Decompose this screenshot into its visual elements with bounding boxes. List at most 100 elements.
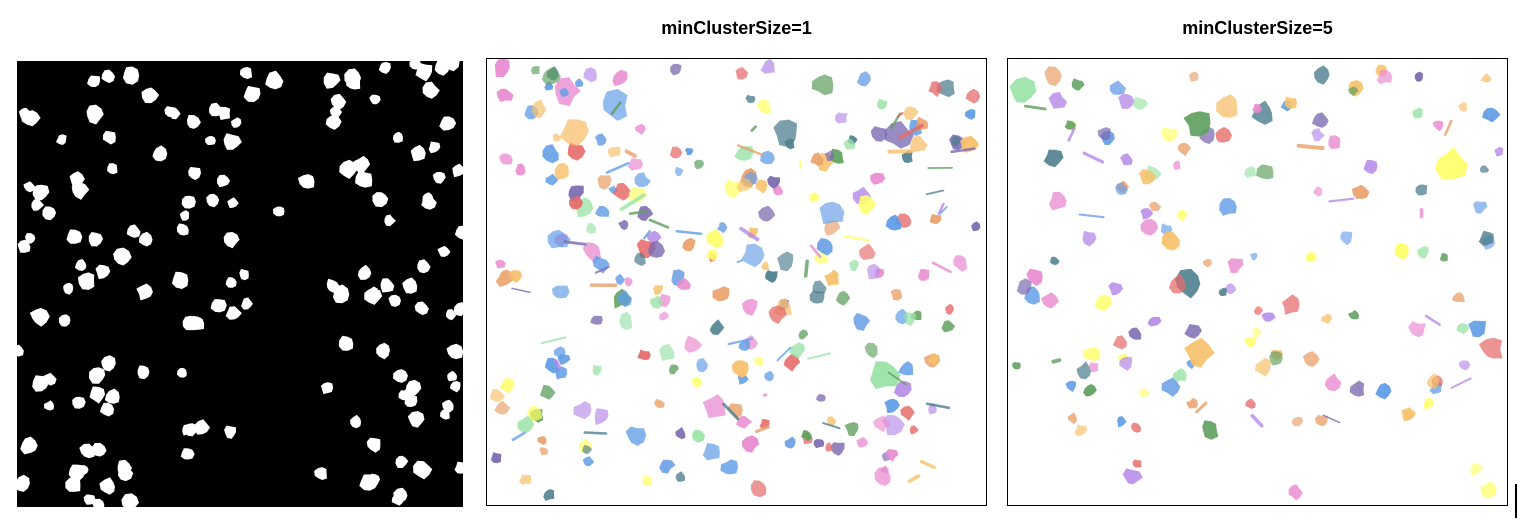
cluster-streak [727,337,753,346]
cluster-blob [928,81,942,98]
mask-blob [188,166,201,181]
cluster-streak [722,402,740,421]
cluster-blob [1269,351,1283,366]
cluster-blob [1494,146,1504,157]
mask-blob [376,342,390,360]
mask-blob [329,105,342,119]
mask-blob [378,62,391,74]
mask-blob [446,309,457,321]
cluster-blob [760,150,775,165]
cluster-blob [1348,309,1360,320]
cluster-blob [625,426,647,446]
cluster-blob [1183,111,1211,137]
cluster-blob [694,159,705,170]
cluster-blob [824,269,839,286]
mask-blob [366,437,381,453]
mask-blob [415,62,433,82]
mask-blob [210,299,227,313]
cluster-blob [741,298,758,316]
cluster-blob [1402,410,1414,421]
mask-blob [20,436,38,455]
mask-blob [453,302,463,317]
cluster-blob [526,406,543,421]
cluster-blob [1245,398,1256,409]
cluster-streak [553,359,562,370]
cluster-blob [1348,86,1359,97]
cluster-blob [684,335,703,353]
mask-blob [227,197,239,209]
mask-blob [407,411,425,428]
mask-blob [77,272,95,290]
cluster-blob [816,238,833,256]
cluster-blob [1117,416,1127,428]
cluster-streak [563,240,587,246]
cluster-blob [1415,184,1428,196]
cluster-blob [670,63,682,76]
mask-blob [89,367,106,384]
cluster-streak [619,193,646,212]
cluster-blob [508,270,523,283]
cluster-streak [739,226,760,242]
cluster-blob [1479,337,1503,359]
cluster-blob [784,436,796,449]
cluster-blob [1076,361,1092,380]
cluster-blob [691,376,703,388]
mask-blob [63,282,74,295]
cluster-blob [1480,73,1492,83]
cluster-blob [619,311,633,331]
cluster-panel-min1 [486,58,987,506]
cluster-blob [941,320,956,333]
mask-blob [138,231,153,247]
cluster-blob [1139,387,1151,398]
cluster-streak [511,287,531,294]
cluster-blob [515,163,526,176]
cluster-blob [830,442,845,456]
cluster-blob [582,456,595,467]
cluster-blob [895,308,908,325]
cluster-blob [768,305,787,324]
cluster-blob [595,205,610,217]
mask-blob [180,448,195,460]
cluster-blob [692,429,705,443]
cluster-blob [1313,186,1323,197]
cluster-blob [900,405,915,421]
cluster-blob [675,166,684,177]
cluster-blob [494,59,510,78]
cluster-blob [499,377,515,393]
cluster-streak [511,431,526,442]
cluster-blob [568,185,584,203]
cluster-blob [1227,258,1244,274]
cluster-blob [659,343,675,362]
cluster-blob [1412,107,1423,119]
cluster-blob [675,471,686,482]
mask-blob [44,400,55,411]
mask-blob [446,343,463,360]
cluster-blob [1256,164,1274,180]
cluster-blob [1132,96,1148,110]
cluster-blob [654,398,665,409]
cluster-blob [812,280,827,294]
mask-blob [325,114,342,130]
cluster-blob [1456,323,1470,335]
cluster-streak [1078,213,1105,219]
cluster-blob [495,259,506,269]
cluster-blob [1351,184,1370,199]
cluster-blob [547,229,571,249]
cluster-blob [813,439,825,449]
cluster-streak [1082,151,1105,164]
cluster-blob [682,237,696,252]
mask-blob [88,232,104,247]
mask-blob [58,314,71,327]
cluster-blob [965,88,981,104]
cluster-blob [773,185,784,196]
cluster-streak [648,218,670,229]
cluster-blob [552,133,562,142]
cluster-blob [1115,182,1128,195]
cluster-blob [856,436,869,448]
cluster-blob [518,474,532,485]
cluster-blob [1132,459,1142,468]
cluster-blob [758,205,776,222]
cluster-blob [1414,71,1423,82]
cluster-blob [602,88,628,121]
mask-blob [421,195,437,210]
